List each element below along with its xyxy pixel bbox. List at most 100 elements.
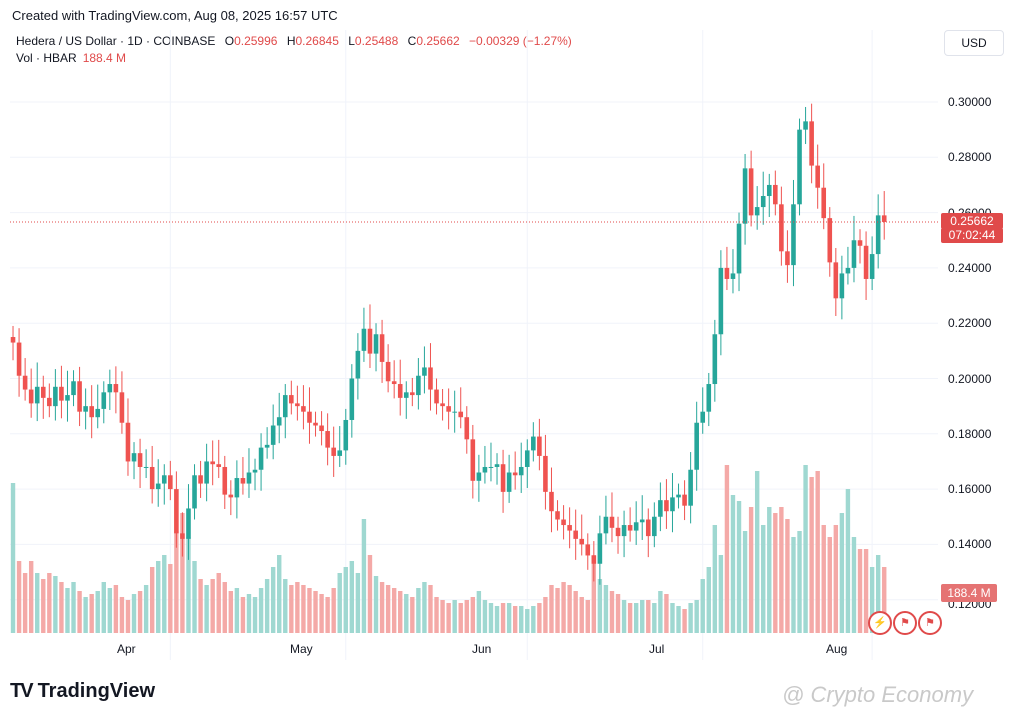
volume-bar (428, 585, 433, 633)
candle-body (53, 386, 58, 407)
volume-bar (416, 588, 421, 633)
volume-bar (779, 507, 784, 633)
candle-body (524, 450, 530, 467)
open-label: O (224, 34, 235, 48)
candle-body (131, 453, 137, 462)
candle-body (101, 392, 107, 409)
volume-bar (567, 585, 572, 633)
volume-bar (125, 600, 131, 633)
volume-bar (688, 603, 693, 633)
volume-bar (646, 600, 651, 633)
volume-bar (833, 525, 839, 633)
volume-bar (591, 555, 597, 633)
candle-body (422, 367, 427, 376)
volume-bar (192, 561, 197, 633)
volume-bar (785, 519, 790, 633)
candle-body (615, 527, 621, 537)
candle-body (742, 168, 748, 224)
candle-body (537, 436, 542, 456)
candle-body (216, 464, 222, 467)
volume-bar (869, 567, 875, 633)
volume-bar (319, 594, 324, 633)
volume-bar (398, 591, 403, 633)
candle-body (470, 439, 476, 481)
y-tick-label: 0.22000 (948, 316, 992, 330)
candle-body (349, 378, 355, 420)
y-tick-label: 0.30000 (948, 95, 992, 109)
volume-bar (270, 567, 276, 633)
candle-body (773, 184, 778, 205)
candle-body (760, 196, 766, 208)
candle-body (863, 245, 869, 279)
candle-body (518, 466, 524, 476)
volume-bar (65, 588, 70, 633)
candle-body (240, 478, 246, 484)
currency-button[interactable]: USD (944, 30, 1004, 56)
candle-body (83, 406, 88, 412)
candle-body (107, 384, 113, 393)
volume-bar (512, 606, 518, 633)
volume-bar (379, 582, 385, 633)
volume-bar (198, 579, 203, 633)
volume-bar (706, 567, 711, 633)
candle-body (89, 406, 94, 418)
volume-bar (252, 597, 258, 633)
volume-bar (216, 573, 221, 633)
candle-body (857, 240, 863, 246)
volume-bar (367, 555, 373, 633)
candle-body (603, 516, 609, 534)
candle-body (125, 422, 131, 462)
candle-body (730, 273, 736, 279)
candle-body (464, 417, 470, 440)
candle-body (95, 408, 101, 418)
candle-body (361, 328, 367, 351)
volume-bar (585, 600, 590, 633)
volume-bar (28, 561, 34, 633)
volume-bar (615, 594, 621, 633)
flag-icon[interactable]: ⚑ (918, 611, 942, 635)
candle-body (639, 519, 645, 523)
candle-body (28, 389, 34, 404)
volume-bar (156, 561, 161, 633)
candle-body (458, 411, 464, 418)
volume-bar (89, 594, 94, 633)
volume-bar (180, 513, 185, 633)
volume-bar (827, 537, 832, 633)
volume-bar (500, 603, 506, 633)
volume-bar (724, 465, 730, 633)
candle-body (543, 455, 548, 492)
lightning-icon[interactable]: ⚡ (868, 611, 892, 635)
candle-body (440, 403, 445, 407)
symbol-name[interactable]: Hedera / US Dollar · 1D · COINBASE (16, 34, 216, 48)
volume-bar (549, 585, 554, 633)
volume-bar (573, 591, 578, 633)
volume-bar (71, 582, 76, 633)
volume-bar (385, 585, 391, 633)
volume-bar (875, 555, 881, 633)
volume-bar (174, 531, 179, 633)
flag-icon[interactable]: ⚑ (893, 611, 917, 635)
low-value: 0.25488 (354, 34, 399, 48)
candle-body (506, 472, 512, 492)
volume-bar (35, 573, 40, 633)
volume-bar (168, 564, 173, 633)
watermark: @ Crypto Economy (782, 682, 974, 707)
candle-body (379, 334, 385, 362)
volume-bar (821, 525, 826, 633)
candle-body (313, 422, 318, 426)
volume-bar (355, 573, 361, 633)
volume-label[interactable]: Vol · HBAR (16, 51, 77, 65)
volume-bar (452, 600, 457, 633)
volume-value: 188.4 M (82, 51, 127, 65)
volume-bar (700, 579, 705, 633)
volume-bar (391, 588, 397, 633)
candle-body (736, 223, 742, 274)
volume-bar (204, 585, 209, 633)
volume-bar (809, 477, 814, 633)
candle-body (621, 525, 627, 537)
candle-body (40, 386, 46, 398)
candle-body (488, 466, 494, 468)
volume-bar (652, 603, 657, 633)
candle-body (343, 419, 349, 451)
